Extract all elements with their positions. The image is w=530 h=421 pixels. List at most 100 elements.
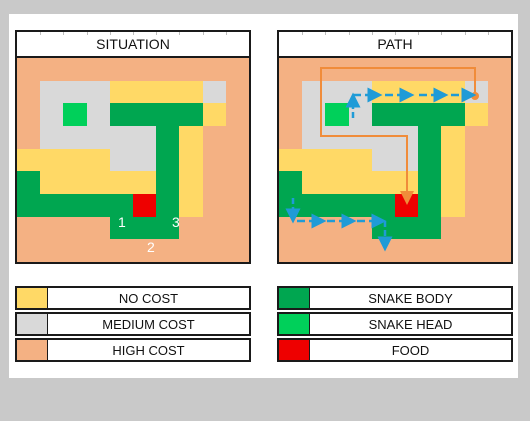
- no-cost-label: NO COST: [118, 290, 179, 306]
- snake-head-swatch: [279, 314, 310, 334]
- high-cost-cell: [279, 239, 303, 263]
- no-cost-cell: [109, 171, 134, 195]
- situation-grid: [17, 58, 250, 263]
- path-arrows: [285, 67, 479, 252]
- no-cost-swatch: [17, 288, 48, 308]
- high-cost-cell: [371, 58, 396, 82]
- high-cost-cell: [225, 239, 250, 263]
- path-panel: PATH: [277, 30, 513, 264]
- high-cost-cell: [487, 103, 512, 127]
- medium-cost-cell: [133, 148, 157, 172]
- medium-cost-cell: [86, 126, 111, 150]
- situation-title: SITUATION: [96, 36, 170, 52]
- header-tick: [86, 32, 88, 35]
- header-ticks: [279, 32, 511, 35]
- snake-body-cell: [156, 171, 180, 195]
- high-cost-cell: [441, 239, 466, 263]
- high-cost-cell: [63, 58, 88, 82]
- snake-head-cell: [325, 103, 350, 127]
- no-cost-cell: [441, 148, 466, 172]
- high-cost-cell: [487, 194, 512, 218]
- snake-head-label: SNAKE HEAD: [368, 316, 453, 332]
- high-cost-cell: [464, 239, 489, 263]
- high-cost-cell: [225, 58, 250, 82]
- high-cost-cell: [133, 239, 157, 263]
- snake-body-cell: [418, 216, 442, 240]
- high-cost-cell: [348, 58, 373, 82]
- header-tick: [371, 32, 373, 35]
- high-cost-cell: [279, 58, 303, 82]
- food-label: FOOD: [391, 342, 430, 358]
- high-cost-cell: [86, 58, 111, 82]
- medium-cost-cell: [63, 126, 88, 150]
- snake-body-cell: [133, 103, 157, 127]
- no-cost-cell: [133, 80, 157, 104]
- medium-cost-cell: [133, 126, 157, 150]
- no-cost-cell: [179, 171, 204, 195]
- snake-body-cell: [418, 194, 442, 218]
- high-cost-cell: [487, 80, 512, 104]
- high-cost-cell: [109, 239, 134, 263]
- medium-cost-cell: [86, 80, 111, 104]
- high-cost-cell: [487, 216, 512, 240]
- snake-body-cell: [325, 194, 350, 218]
- snake-body-swatch: [279, 288, 310, 308]
- header-tick: [395, 32, 396, 35]
- high-cost-cell: [202, 148, 227, 172]
- snake-body-label: SNAKE BODY: [368, 290, 453, 306]
- high-cost-cell: [202, 216, 227, 240]
- high-cost-cell: [464, 171, 489, 195]
- snake-body-cell: [156, 148, 180, 172]
- situation-grid-frame: 1 3 2: [15, 58, 251, 264]
- high-cost-cell: [325, 239, 350, 263]
- high-cost-cell: [40, 239, 64, 263]
- no-cost-cell: [179, 148, 204, 172]
- no-cost-cell: [133, 171, 157, 195]
- high-cost-cell: [464, 58, 489, 82]
- no-cost-cell: [302, 148, 326, 172]
- medium-cost-cell: [63, 80, 88, 104]
- medium-cost-cell: [40, 80, 64, 104]
- high-cost-cell: [202, 58, 227, 82]
- snake-body-cell: [40, 194, 64, 218]
- snake-body-cell: [156, 103, 180, 127]
- high-cost-cell: [487, 239, 512, 263]
- high-cost-cell: [325, 58, 350, 82]
- neighbor-label-3: 3: [172, 214, 180, 230]
- header-tick: [302, 32, 304, 35]
- snake-body-cell: [156, 126, 180, 150]
- neighbor-label-2: 2: [147, 239, 155, 255]
- no-cost-cell: [179, 126, 204, 150]
- header-tick: [441, 32, 443, 35]
- high-cost-label: HIGH COST: [112, 342, 185, 358]
- high-cost-cell: [487, 148, 512, 172]
- high-cost-cell: [179, 216, 204, 240]
- no-cost-cell: [325, 148, 350, 172]
- high-cost-cell: [17, 80, 41, 104]
- medium-cost-label: MEDIUM COST: [102, 316, 195, 332]
- no-cost-cell: [109, 80, 134, 104]
- high-cost-cell: [133, 58, 157, 82]
- snake-body-cell: [418, 171, 442, 195]
- medium-cost-cell: [109, 126, 134, 150]
- no-cost-cell: [325, 171, 350, 195]
- medium-cost-cell: [109, 148, 134, 172]
- no-cost-cell: [371, 171, 396, 195]
- header-tick: [202, 32, 204, 35]
- header-tick: [464, 32, 466, 35]
- situation-panel: SITUATION 1 3 2: [15, 30, 251, 264]
- snake-head-cell: [63, 103, 88, 127]
- medium-cost-cell: [40, 126, 64, 150]
- medium-cost-cell: [348, 126, 373, 150]
- snake-body-cell: [133, 216, 157, 240]
- path-header: PATH: [277, 30, 513, 58]
- header-tick: [109, 32, 111, 35]
- high-cost-cell: [225, 103, 250, 127]
- high-cost-cell: [202, 194, 227, 218]
- high-cost-cell: [17, 239, 41, 263]
- sheet: SITUATION 1 3 2 PATH: [9, 14, 518, 378]
- high-cost-cell: [17, 103, 41, 127]
- orange-path-top: [320, 67, 476, 205]
- legend-high-cost: HIGH COST: [15, 338, 251, 362]
- medium-cost-cell: [371, 126, 396, 150]
